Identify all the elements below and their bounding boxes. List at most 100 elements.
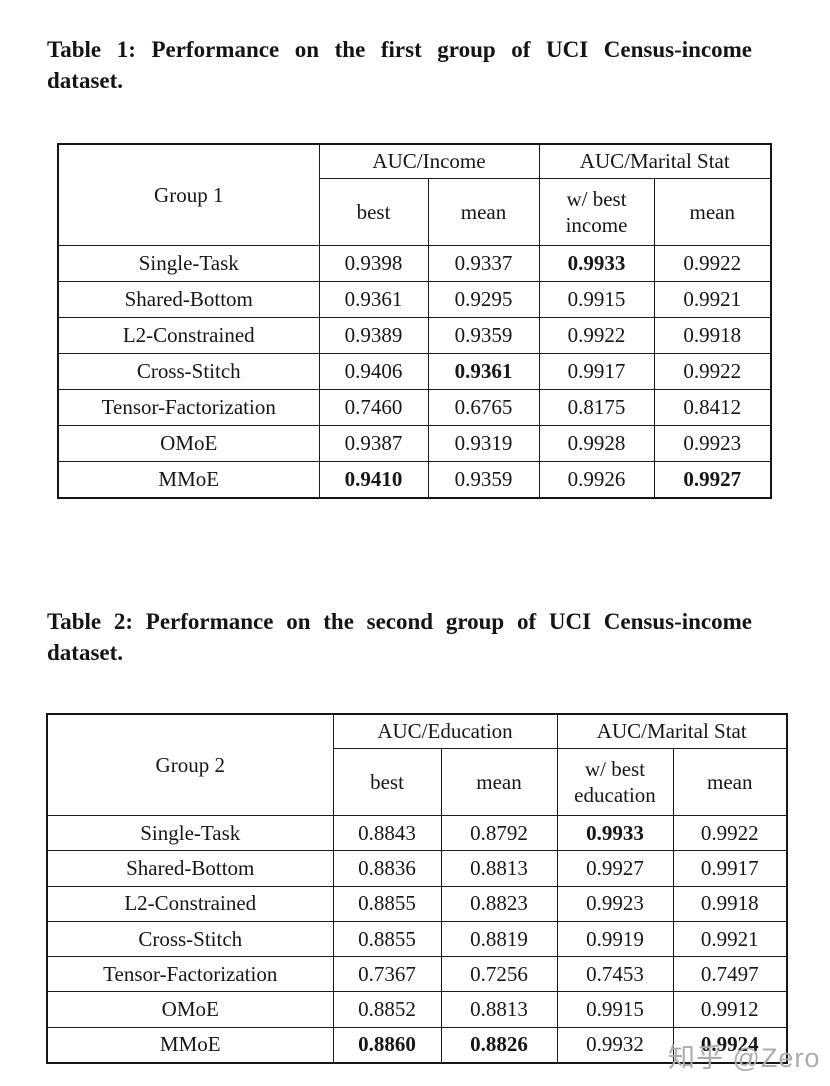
subcolumn-label: best bbox=[332, 748, 442, 816]
header-row-subcolumns: best mean w/ best income mean bbox=[58, 178, 772, 246]
value-cell: 0.9933 bbox=[538, 245, 655, 282]
subcolumn-label: mean bbox=[440, 748, 558, 816]
method-cell: Tensor-Factorization bbox=[46, 956, 334, 993]
method-cell: OMoE bbox=[57, 425, 320, 462]
value-cell: 0.9319 bbox=[427, 425, 540, 462]
value-cell: 0.8412 bbox=[653, 389, 772, 426]
column-group-label: AUC/Marital Stat bbox=[556, 713, 788, 749]
value-cell: 0.9924 bbox=[672, 1026, 788, 1064]
value-cell: 0.9915 bbox=[556, 991, 674, 1028]
value-cell: 0.9915 bbox=[538, 281, 655, 318]
column-group-label: AUC/Marital Stat bbox=[538, 143, 772, 179]
table-row: L2-Constrained 0.8855 0.8823 0.9923 0.9918 bbox=[46, 885, 788, 922]
value-cell: 0.8860 bbox=[332, 1026, 442, 1064]
value-cell: 0.9917 bbox=[538, 353, 655, 390]
value-cell: 0.9295 bbox=[427, 281, 540, 318]
value-cell: 0.9918 bbox=[672, 885, 788, 922]
table-row: Tensor-Factorization 0.7367 0.7256 0.7453 0.… bbox=[46, 956, 788, 993]
value-cell: 0.9359 bbox=[427, 461, 540, 499]
table-2-body: Single-Task 0.8843 0.8792 0.9933 0.9922 Share… bbox=[46, 814, 788, 1064]
table-row: OMoE 0.8852 0.8813 0.9915 0.9912 bbox=[46, 991, 788, 1028]
method-cell: Cross-Stitch bbox=[57, 353, 320, 390]
table-row: Tensor-Factorization 0.7460 0.6765 0.8175 0.… bbox=[57, 389, 772, 426]
value-cell: 0.8819 bbox=[440, 920, 558, 958]
table-2-caption: Table 2: Performance on the second group… bbox=[47, 609, 752, 665]
value-cell: 0.9410 bbox=[318, 461, 429, 499]
table-row: MMoE 0.9410 0.9359 0.9926 0.9927 bbox=[57, 461, 772, 499]
column-group-label: AUC/Education bbox=[332, 713, 558, 749]
value-cell: 0.9921 bbox=[672, 920, 788, 958]
group-label: Group 1 bbox=[57, 143, 320, 246]
table-row: Single-Task 0.9398 0.9337 0.9933 0.9922 bbox=[57, 245, 772, 282]
column-group-label: AUC/Income bbox=[318, 143, 540, 179]
value-cell: 0.9389 bbox=[318, 317, 429, 354]
header-row-subcolumns: best mean w/ best education mean bbox=[47, 748, 788, 816]
value-cell: 0.9923 bbox=[653, 425, 772, 462]
value-cell: 0.9921 bbox=[653, 281, 772, 318]
method-cell: MMoE bbox=[46, 1026, 334, 1064]
value-cell: 0.7460 bbox=[318, 389, 429, 426]
value-cell: 0.9926 bbox=[538, 461, 655, 499]
value-cell: 0.9406 bbox=[318, 353, 429, 390]
value-cell: 0.9923 bbox=[556, 885, 674, 922]
value-cell: 0.8792 bbox=[440, 814, 558, 852]
header-row-groups: Group 2 AUC/Education AUC/Marital Stat bbox=[46, 713, 788, 816]
value-cell: 0.9918 bbox=[653, 317, 772, 354]
value-cell: 0.8823 bbox=[440, 885, 558, 922]
value-cell: 0.9928 bbox=[538, 425, 655, 462]
table-1-caption: Table 1: Performance on the first group … bbox=[47, 37, 752, 93]
table-row: MMoE 0.8860 0.8826 0.9932 0.9924 bbox=[46, 1026, 788, 1064]
results-table-1: Group 1 AUC/Income AUC/Marital Stat best… bbox=[57, 143, 772, 499]
value-cell: 0.7497 bbox=[672, 956, 788, 993]
value-cell: 0.9922 bbox=[672, 814, 788, 852]
value-cell: 0.8813 bbox=[440, 850, 558, 887]
table-1-body: Single-Task 0.9398 0.9337 0.9933 0.9922 Share… bbox=[57, 245, 772, 499]
value-cell: 0.7367 bbox=[332, 956, 442, 993]
method-cell: Shared-Bottom bbox=[46, 850, 334, 887]
subcolumn-label: w/ best education bbox=[556, 748, 674, 816]
table-row: OMoE 0.9387 0.9319 0.9928 0.9923 bbox=[57, 425, 772, 462]
subcolumn-label: best bbox=[318, 178, 429, 246]
value-cell: 0.8813 bbox=[440, 991, 558, 1028]
method-cell: Single-Task bbox=[46, 814, 334, 852]
value-cell: 0.8855 bbox=[332, 920, 442, 958]
value-cell: 0.7453 bbox=[556, 956, 674, 993]
subcolumn-label: mean bbox=[672, 748, 788, 816]
value-cell: 0.9922 bbox=[653, 245, 772, 282]
value-cell: 0.9922 bbox=[653, 353, 772, 390]
value-cell: 0.6765 bbox=[427, 389, 540, 426]
subcolumn-label: w/ best income bbox=[538, 178, 655, 246]
value-cell: 0.9927 bbox=[653, 461, 772, 499]
value-cell: 0.9387 bbox=[318, 425, 429, 462]
table-row: Cross-Stitch 0.8855 0.8819 0.9919 0.9921 bbox=[46, 920, 788, 958]
value-cell: 0.8826 bbox=[440, 1026, 558, 1064]
results-table-2: Group 2 AUC/Education AUC/Marital Stat b… bbox=[46, 713, 788, 1065]
value-cell: 0.9337 bbox=[427, 245, 540, 282]
method-cell: Cross-Stitch bbox=[46, 920, 334, 958]
subcolumn-label: mean bbox=[653, 178, 772, 246]
value-cell: 0.8175 bbox=[538, 389, 655, 426]
value-cell: 0.9359 bbox=[427, 317, 540, 354]
value-cell: 0.9919 bbox=[556, 920, 674, 958]
value-cell: 0.8843 bbox=[332, 814, 442, 852]
value-cell: 0.8852 bbox=[332, 991, 442, 1028]
value-cell: 0.9932 bbox=[556, 1026, 674, 1064]
value-cell: 0.9917 bbox=[672, 850, 788, 887]
method-cell: L2-Constrained bbox=[46, 885, 334, 922]
value-cell: 0.9927 bbox=[556, 850, 674, 887]
table-row: Shared-Bottom 0.8836 0.8813 0.9927 0.9917 bbox=[46, 850, 788, 887]
value-cell: 0.7256 bbox=[440, 956, 558, 993]
method-cell: Tensor-Factorization bbox=[57, 389, 320, 426]
table-row: Single-Task 0.8843 0.8792 0.9933 0.9922 bbox=[46, 814, 788, 852]
value-cell: 0.9361 bbox=[427, 353, 540, 390]
value-cell: 0.9922 bbox=[538, 317, 655, 354]
header-row-groups: Group 1 AUC/Income AUC/Marital Stat bbox=[57, 143, 772, 246]
method-cell: Shared-Bottom bbox=[57, 281, 320, 318]
table-row: Shared-Bottom 0.9361 0.9295 0.9915 0.9921 bbox=[57, 281, 772, 318]
method-cell: L2-Constrained bbox=[57, 317, 320, 354]
table-row: Cross-Stitch 0.9406 0.9361 0.9917 0.9922 bbox=[57, 353, 772, 390]
value-cell: 0.9361 bbox=[318, 281, 429, 318]
group-label: Group 2 bbox=[46, 713, 334, 816]
value-cell: 0.9933 bbox=[556, 814, 674, 852]
value-cell: 0.9912 bbox=[672, 991, 788, 1028]
